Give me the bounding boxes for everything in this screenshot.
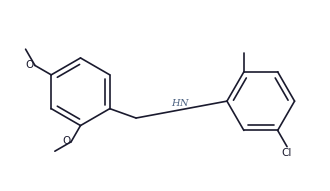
Text: H: H	[171, 99, 180, 108]
Text: O: O	[26, 61, 34, 70]
Text: O: O	[62, 136, 70, 146]
Text: Cl: Cl	[282, 148, 292, 158]
Text: N: N	[180, 99, 188, 108]
